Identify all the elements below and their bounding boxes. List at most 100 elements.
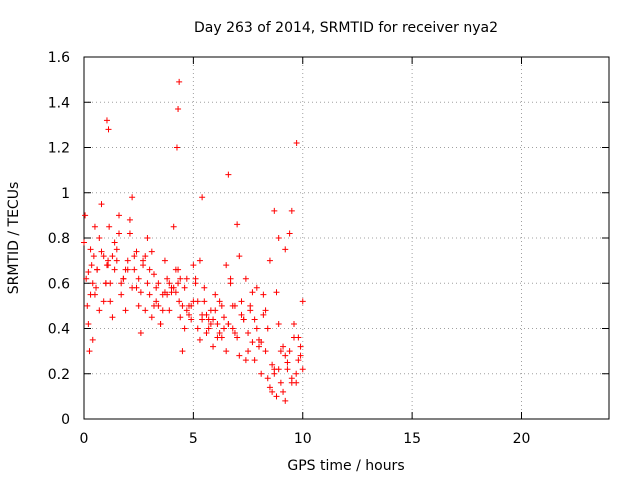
data-point xyxy=(176,298,183,305)
data-point xyxy=(111,266,118,273)
data-point xyxy=(155,280,162,287)
data-point xyxy=(227,275,234,282)
data-point xyxy=(91,223,98,230)
data-point xyxy=(183,307,190,314)
data-point xyxy=(260,291,267,298)
data-point xyxy=(216,330,223,337)
x-tick-label: 20 xyxy=(513,431,531,447)
data-point xyxy=(212,291,219,298)
data-point xyxy=(177,275,184,282)
data-point xyxy=(234,334,241,341)
data-point xyxy=(264,375,271,382)
data-point xyxy=(225,320,232,327)
y-tick-label: 0.2 xyxy=(48,367,70,383)
data-point xyxy=(221,314,227,321)
data-point xyxy=(251,357,258,364)
data-point xyxy=(153,298,160,305)
data-point xyxy=(282,397,289,404)
data-point xyxy=(293,139,300,146)
y-tick-label: 1.4 xyxy=(48,95,70,111)
data-point xyxy=(161,257,168,264)
y-tick-label: 0 xyxy=(61,412,70,428)
data-point xyxy=(280,343,287,350)
data-point xyxy=(144,235,151,241)
data-point xyxy=(251,316,258,323)
data-point xyxy=(214,334,221,341)
data-point xyxy=(177,314,184,321)
data-point xyxy=(247,307,254,314)
data-point xyxy=(118,280,125,287)
data-point xyxy=(120,275,127,282)
data-point xyxy=(192,275,199,282)
data-point xyxy=(179,302,186,309)
data-point xyxy=(126,216,133,223)
data-point xyxy=(96,307,103,314)
data-point xyxy=(116,230,122,237)
y-axis-label: SRMTID / TECUs xyxy=(6,182,22,295)
data-point xyxy=(240,316,247,323)
data-point xyxy=(142,253,149,260)
data-point xyxy=(229,325,236,332)
data-point xyxy=(194,298,201,305)
data-point xyxy=(236,253,243,260)
data-point xyxy=(131,266,138,273)
data-point xyxy=(137,289,144,296)
data-point xyxy=(273,393,280,400)
data-point xyxy=(146,291,153,298)
data-point xyxy=(275,320,282,327)
data-point xyxy=(203,330,210,337)
data-point xyxy=(176,78,183,85)
data-point xyxy=(183,275,190,282)
data-point xyxy=(105,262,112,269)
data-point xyxy=(269,388,276,395)
data-point xyxy=(179,348,186,355)
data-point xyxy=(142,307,149,314)
data-point xyxy=(256,343,262,350)
data-point xyxy=(133,284,140,291)
data-point xyxy=(231,330,238,337)
data-point xyxy=(266,257,273,264)
data-point xyxy=(102,280,109,287)
data-point xyxy=(194,325,201,332)
data-point xyxy=(118,291,125,298)
data-point xyxy=(210,343,217,350)
data-point xyxy=(90,253,97,260)
data-point xyxy=(225,171,232,178)
data-point xyxy=(212,307,219,314)
grid-lines xyxy=(84,57,609,419)
data-point xyxy=(85,268,92,275)
data-point xyxy=(234,221,241,228)
data-point xyxy=(175,106,182,113)
y-tick-label: 1.2 xyxy=(48,141,70,157)
data-point xyxy=(135,302,142,309)
data-point xyxy=(105,126,112,133)
data-point xyxy=(172,289,179,296)
data-point xyxy=(91,291,98,298)
data-point xyxy=(271,207,278,214)
data-point xyxy=(256,336,262,343)
data-point xyxy=(199,316,206,323)
data-point xyxy=(201,284,208,291)
data-point xyxy=(181,325,188,332)
data-point xyxy=(175,280,182,287)
data-point xyxy=(238,311,245,318)
data-point xyxy=(231,302,238,309)
data-point xyxy=(122,266,129,273)
data-point xyxy=(164,275,171,282)
data-point xyxy=(253,284,260,291)
data-point xyxy=(89,336,96,343)
data-point xyxy=(84,302,91,309)
data-point xyxy=(223,348,230,355)
data-point xyxy=(181,284,188,291)
data-point xyxy=(116,212,122,219)
data-point xyxy=(207,320,214,327)
data-point xyxy=(223,262,230,269)
data-point xyxy=(277,379,284,386)
data-point xyxy=(140,257,147,264)
data-point xyxy=(291,320,297,327)
data-point xyxy=(282,246,289,253)
data-point xyxy=(238,298,245,305)
data-point xyxy=(221,325,227,332)
data-point xyxy=(111,239,118,246)
